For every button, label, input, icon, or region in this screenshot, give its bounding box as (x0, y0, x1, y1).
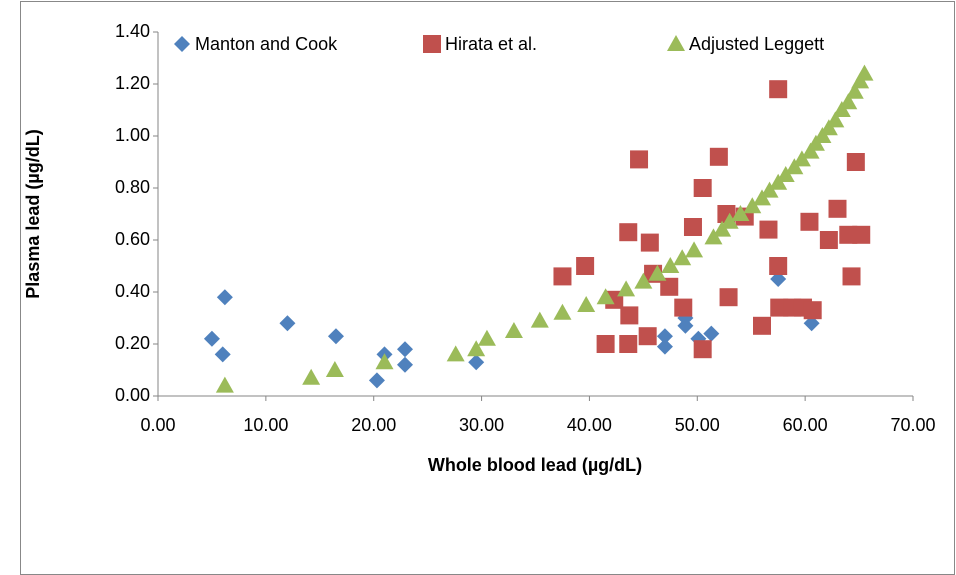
legend-label: Adjusted Leggett (689, 34, 824, 54)
y-tick-label: 1.00 (115, 125, 150, 145)
y-tick-label: 1.20 (115, 73, 150, 93)
point (325, 361, 344, 377)
point (596, 335, 615, 353)
point (553, 303, 572, 320)
point (648, 264, 667, 281)
point (845, 82, 864, 99)
y-axis-title: Plasma lead (µg/dL) (23, 129, 43, 298)
x-tick-label: 20.00 (351, 415, 396, 435)
point (396, 341, 413, 358)
legend-marker (174, 36, 190, 52)
point (630, 150, 649, 169)
point (819, 231, 838, 249)
y-tick-label: 0.80 (115, 177, 150, 197)
point (759, 220, 778, 239)
point (446, 345, 465, 362)
point (693, 179, 712, 197)
point (683, 218, 702, 236)
x-tick-label: 30.00 (459, 415, 504, 435)
point (846, 153, 865, 171)
point (674, 298, 693, 317)
point (656, 328, 673, 345)
point (215, 376, 234, 393)
point (638, 327, 657, 346)
point (673, 249, 692, 266)
point (327, 328, 344, 345)
point (719, 288, 738, 307)
y-tick-label: 0.20 (115, 333, 150, 353)
point (530, 311, 549, 328)
point (504, 322, 523, 338)
point (703, 325, 720, 342)
point (852, 225, 871, 244)
x-tick-label: 70.00 (890, 415, 935, 435)
x-axis-title: Whole blood lead (µg/dL) (428, 455, 642, 475)
point (660, 277, 679, 296)
point (279, 315, 296, 332)
legend-marker (667, 35, 685, 51)
point (596, 288, 615, 305)
point (839, 93, 858, 110)
point (368, 372, 385, 389)
point (302, 368, 321, 385)
point (709, 147, 728, 166)
x-tick-label: 10.00 (243, 415, 288, 435)
point (731, 205, 750, 221)
point (656, 338, 673, 355)
point (619, 223, 638, 242)
point (617, 280, 636, 297)
y-tick-label: 0.40 (115, 281, 150, 301)
point (677, 317, 694, 334)
point (620, 306, 639, 325)
y-tick-label: 0.00 (115, 385, 150, 405)
point (855, 64, 874, 81)
legend-label: Hirata et al. (445, 34, 537, 54)
legend-label: Manton and Cook (195, 34, 338, 54)
point (468, 354, 485, 371)
point (826, 111, 845, 128)
point (803, 301, 822, 320)
point (577, 296, 596, 312)
x-tick-label: 40.00 (567, 415, 612, 435)
chart-frame (20, 1, 955, 575)
x-tick-label: 0.00 (140, 415, 175, 435)
x-tick-label: 50.00 (675, 415, 720, 435)
legend-marker (423, 35, 441, 53)
x-tick-label: 60.00 (783, 415, 828, 435)
point (216, 289, 233, 306)
point (634, 272, 653, 289)
point (203, 330, 220, 347)
point (753, 316, 771, 335)
y-tick-label: 1.40 (115, 21, 150, 41)
point (553, 267, 572, 286)
point (720, 212, 739, 229)
point (467, 340, 486, 357)
point (769, 80, 788, 99)
point (576, 257, 595, 275)
point (214, 346, 231, 363)
point (661, 257, 680, 273)
point (640, 233, 659, 252)
point (477, 329, 496, 346)
point (769, 257, 788, 275)
point (375, 353, 394, 370)
point (619, 335, 638, 353)
point (842, 267, 861, 286)
point (396, 356, 413, 373)
point (800, 212, 819, 231)
point (693, 340, 712, 359)
point (743, 197, 762, 214)
point (685, 241, 704, 258)
y-tick-label: 0.60 (115, 229, 150, 249)
point (828, 199, 847, 218)
